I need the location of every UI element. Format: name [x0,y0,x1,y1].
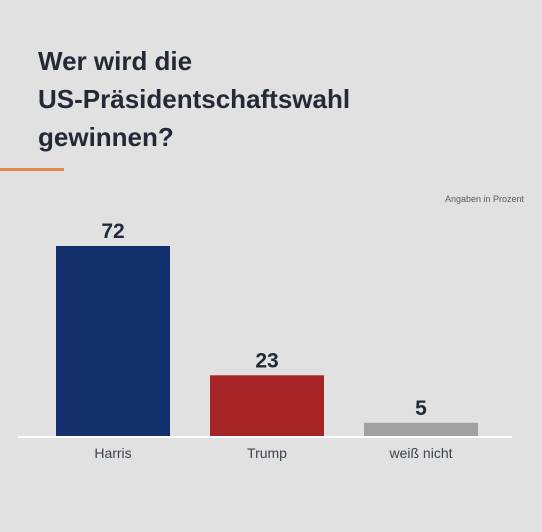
value-label-wei-nicht: 5 [415,397,427,420]
title-line-3: gewinnen? [38,122,174,152]
category-label-harris: Harris [94,445,131,461]
accent-line [0,168,64,171]
title-line-1: Wer wird die [38,46,193,76]
bar-wei-nicht [364,422,478,436]
value-label-trump: 23 [255,349,278,372]
bar-trump [210,375,324,436]
category-label-trump: Trump [247,445,287,461]
unit-note: Angaben in Prozent [444,194,524,204]
bars-group [56,246,478,436]
value-label-harris: 72 [101,220,124,243]
category-labels-group: Harris Trump weiß nicht [94,445,452,461]
value-labels-group: 72 23 5 [101,220,427,420]
category-label-wei-nicht: weiß nicht [388,445,452,461]
title-line-2: US-Präsidentschaftswahl [38,84,351,114]
bar-harris [56,246,170,436]
page-title: Wer wird die US-Präsidentschaftswahl gew… [38,42,508,156]
